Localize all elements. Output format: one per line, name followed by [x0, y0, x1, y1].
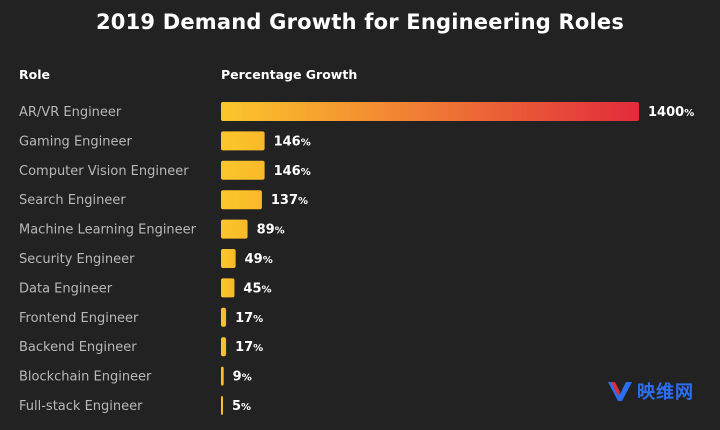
watermark-text: 映维网	[637, 382, 694, 403]
bar-gaming-engineer	[221, 131, 265, 151]
growth-column-header: Percentage Growth	[221, 67, 358, 82]
role-label-blockchain-engineer: Blockchain Engineer	[19, 370, 152, 385]
role-label-security-engineer: Security Engineer	[19, 252, 135, 267]
role-column-header: Role	[19, 67, 50, 82]
bar-full-stack-engineer	[221, 396, 223, 415]
role-label-backend-engineer: Backend Engineer	[19, 340, 137, 355]
role-label-computer-vision-engineer: Computer Vision Engineer	[19, 164, 189, 179]
value-label-full-stack-engineer: 5%	[232, 399, 251, 414]
value-label-search-engineer: 137%	[271, 193, 308, 208]
bar-backend-engineer	[221, 337, 227, 357]
role-label-full-stack-engineer: Full-stack Engineer	[19, 399, 143, 414]
value-label-security-engineer: 49%	[245, 252, 273, 267]
bar-blockchain-engineer	[221, 366, 224, 386]
bar-security-engineer	[221, 249, 236, 268]
bar-data-engineer	[221, 278, 235, 298]
bar-computer-vision-engineer	[221, 160, 265, 180]
role-label-machine-learning-engineer: Machine Learning Engineer	[19, 223, 197, 238]
bar-machine-learning-engineer	[221, 219, 248, 239]
watermark-logo-icon	[608, 382, 632, 401]
bar-ar-vr-engineer	[221, 102, 639, 121]
role-label-search-engineer: Search Engineer	[19, 193, 126, 208]
role-label-frontend-engineer: Frontend Engineer	[19, 311, 139, 326]
value-label-backend-engineer: 17%	[235, 340, 263, 355]
value-label-frontend-engineer: 17%	[235, 311, 263, 326]
bar-frontend-engineer	[221, 307, 227, 327]
value-label-gaming-engineer: 146%	[274, 134, 311, 149]
bar-search-engineer	[221, 190, 262, 210]
value-label-blockchain-engineer: 9%	[233, 370, 252, 385]
role-label-gaming-engineer: Gaming Engineer	[19, 134, 132, 149]
value-label-computer-vision-engineer: 146%	[274, 164, 311, 179]
value-label-data-engineer: 45%	[243, 281, 271, 296]
chart-title: 2019 Demand Growth for Engineering Roles	[95, 10, 625, 34]
watermark: 映维网	[607, 378, 694, 404]
value-label-ar-vr-engineer: 1400%	[648, 105, 694, 120]
value-label-machine-learning-engineer: 89%	[257, 223, 285, 238]
role-label-ar-vr-engineer: AR/VR Engineer	[19, 105, 122, 120]
role-label-data-engineer: Data Engineer	[19, 281, 113, 296]
